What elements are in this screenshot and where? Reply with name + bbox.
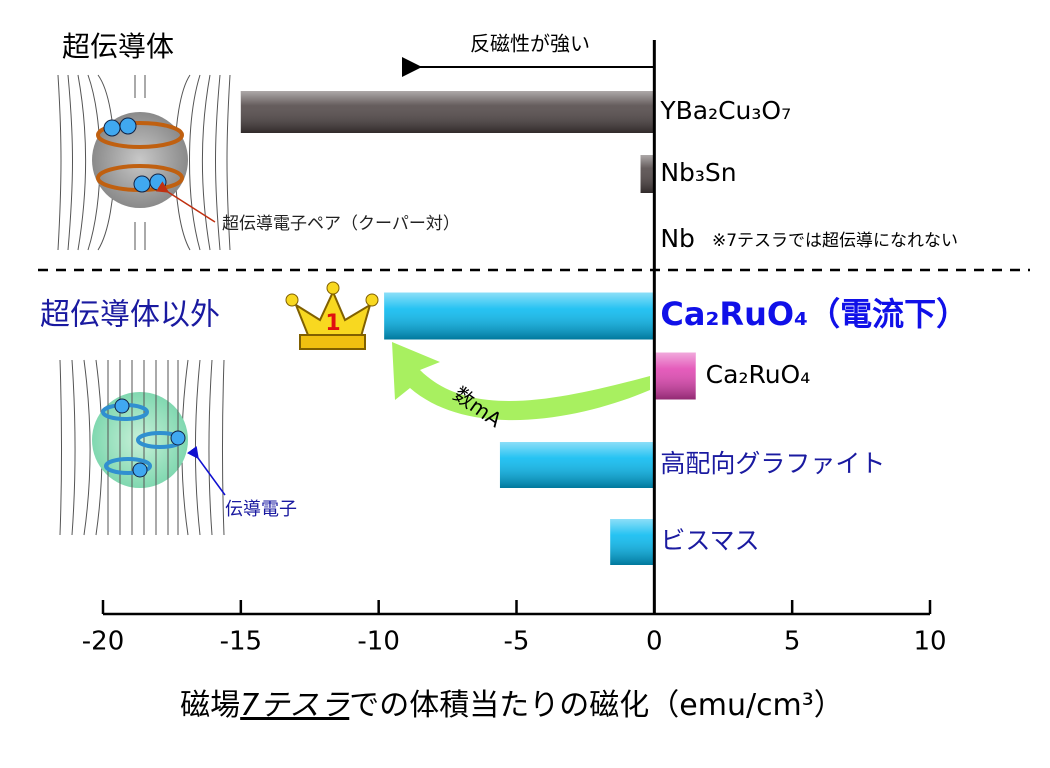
- x-tick-label: 5: [784, 627, 801, 657]
- annotation: 超伝導電子ペア（クーパー対）: [222, 214, 460, 234]
- current-arrow: [392, 342, 650, 421]
- bar-shine: [384, 292, 655, 340]
- x-axis-title-part: 磁場: [180, 688, 240, 723]
- category-label: YBa₂Cu₃O₇: [659, 96, 791, 125]
- bar-shine: [240, 91, 655, 133]
- x-axis-title-part: での体積当たりの磁化（emu/cm³）: [349, 688, 844, 723]
- annotation: 反磁性が強い: [470, 32, 590, 56]
- category-label: Ca₂RuO₄: [706, 360, 811, 389]
- x-tick-label: 0: [646, 627, 663, 657]
- bar-shine: [654, 352, 696, 400]
- x-tick-label: 10: [913, 627, 946, 657]
- annotation: 数mA: [449, 382, 507, 432]
- group-label: 超伝導体以外: [40, 298, 220, 333]
- bar-shine: [610, 519, 655, 565]
- x-axis-title: 磁場7テスラでの体積当たりの磁化（emu/cm³）: [180, 688, 844, 723]
- annotation: ※7テスラでは超伝導になれない: [712, 231, 958, 251]
- normal-metal-diagram: [59, 359, 226, 536]
- superconductor-diagram: [57, 74, 231, 251]
- bar-shine: [640, 155, 655, 193]
- category-label: Ca₂RuO₄（電流下）: [660, 295, 968, 333]
- group-label: 超伝導体: [62, 30, 174, 63]
- x-tick-label: -20: [82, 627, 124, 657]
- rank-label: 1: [325, 311, 340, 336]
- x-tick-label: -5: [504, 627, 530, 657]
- x-axis-title-part: 7テスラ: [240, 688, 349, 723]
- x-tick-label: -15: [220, 627, 262, 657]
- category-label: 高配向グラファイト: [660, 449, 885, 478]
- bar-shine: [499, 442, 655, 488]
- category-label: Nb: [660, 224, 695, 253]
- annotation: 伝導電子: [225, 499, 297, 520]
- category-label: ビスマス: [660, 526, 759, 555]
- x-tick-label: -10: [357, 627, 399, 657]
- category-label: Nb₃Sn: [660, 158, 736, 187]
- crown: [285, 281, 379, 350]
